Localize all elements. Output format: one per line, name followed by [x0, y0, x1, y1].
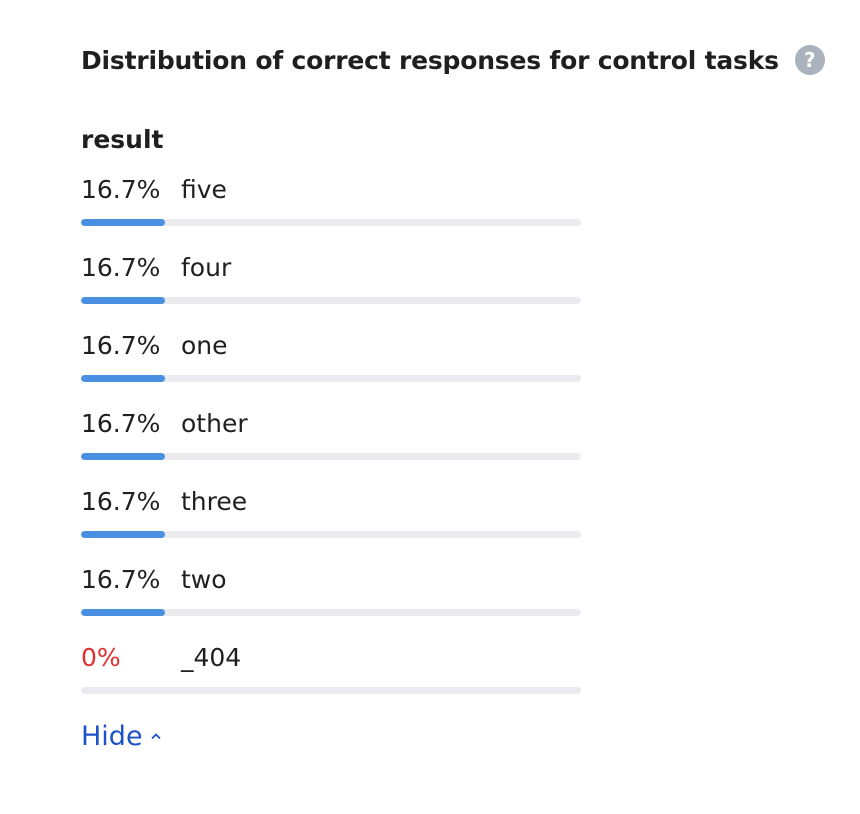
question-circle-icon[interactable]: ? — [794, 45, 825, 75]
list-item: 0% _404 — [81, 638, 581, 716]
progress-fill — [81, 219, 165, 226]
option-label: five — [181, 175, 227, 204]
list-item: 16.7% other — [81, 404, 581, 482]
list-item: 16.7% four — [81, 248, 581, 326]
result-list: 16.7% five 16.7% four 16.7% one 16.7% ot… — [81, 170, 841, 716]
percent-value: 16.7% — [81, 175, 161, 204]
percent-value: 16.7% — [81, 409, 161, 438]
progress-track — [81, 297, 581, 304]
percent-value: 16.7% — [81, 487, 161, 516]
chevron-up-icon — [151, 733, 160, 739]
percent-value: 16.7% — [81, 565, 161, 594]
progress-fill — [81, 609, 165, 616]
option-label: other — [181, 409, 248, 438]
list-item: 16.7% one — [81, 326, 581, 404]
progress-track — [81, 531, 581, 538]
percent-value: 16.7% — [81, 331, 161, 360]
option-label: one — [181, 331, 228, 360]
option-label: two — [181, 565, 227, 594]
progress-track — [81, 609, 581, 616]
option-label: three — [181, 487, 248, 516]
list-item: 16.7% three — [81, 482, 581, 560]
progress-track — [81, 453, 581, 460]
progress-track — [81, 219, 581, 226]
distribution-panel: Distribution of correct responses for co… — [81, 40, 841, 756]
progress-track — [81, 687, 581, 694]
option-label: _404 — [181, 643, 242, 672]
list-item: 16.7% five — [81, 170, 581, 248]
panel-title: Distribution of correct responses for co… — [81, 45, 779, 75]
option-label: four — [181, 253, 232, 282]
list-item: 16.7% two — [81, 560, 581, 638]
progress-fill — [81, 453, 165, 460]
progress-fill — [81, 375, 165, 382]
hide-button[interactable]: Hide — [81, 716, 161, 756]
progress-track — [81, 375, 581, 382]
header: Distribution of correct responses for co… — [81, 40, 841, 80]
section-title: result — [81, 125, 164, 154]
percent-value: 16.7% — [81, 253, 161, 282]
percent-value: 0% — [81, 643, 121, 672]
progress-fill — [81, 531, 165, 538]
hide-label: Hide — [81, 720, 143, 752]
progress-fill — [81, 297, 165, 304]
